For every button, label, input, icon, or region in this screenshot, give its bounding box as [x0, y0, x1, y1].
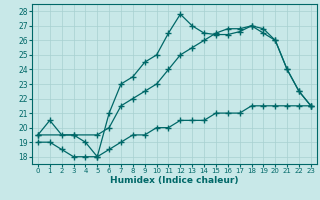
- X-axis label: Humidex (Indice chaleur): Humidex (Indice chaleur): [110, 176, 239, 185]
